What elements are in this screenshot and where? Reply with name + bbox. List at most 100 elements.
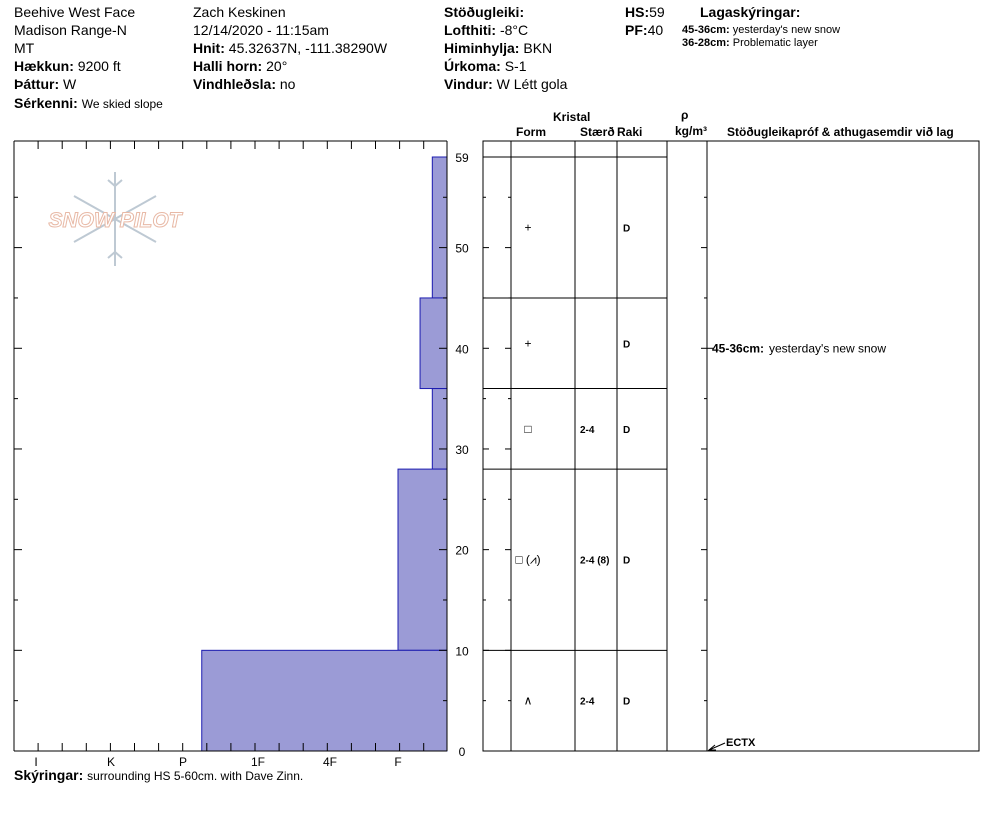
form-header: Form (516, 125, 546, 139)
slope-label: Halli horn: (193, 58, 263, 74)
layer-form: + (524, 336, 531, 350)
layer-form: □ (524, 422, 531, 436)
size-header: Stærð (580, 125, 615, 139)
elevation-row: Hækkun: 9200 ft (14, 57, 121, 75)
state-name: MT (14, 40, 35, 56)
x-tick-label: I (34, 755, 37, 769)
legend-entry: 36-28cm: Problematic layer (682, 36, 818, 50)
layer-form: + (524, 220, 531, 234)
stability-row: Stöðugleiki: (444, 3, 524, 21)
observer-name: Zach Keskinen (193, 4, 286, 20)
y-tick-label: 10 (455, 644, 469, 658)
legend-entry: 45-36cm: yesterday's new snow (682, 23, 840, 37)
layer-size: 2-4 (8) (580, 556, 609, 567)
moisture-header: Raki (617, 125, 643, 139)
layer-form: ∧ (524, 694, 533, 708)
layer-moisture: D (623, 425, 630, 436)
layer-moisture: D (623, 556, 630, 567)
precip-value: S-1 (504, 58, 527, 74)
test-arrow-head (707, 744, 716, 751)
comments-label: Skýringar: (14, 767, 84, 783)
wind-row: Vindur: W Létt gola (444, 75, 567, 93)
hs-row: HS:59 (625, 3, 665, 21)
aspect-value: W (63, 76, 77, 92)
logo-text: SNOW PILOT (49, 209, 184, 232)
layer-moisture: D (623, 223, 630, 234)
coords-row: Hnit: 45.32637N, -111.38290W (193, 39, 387, 57)
x-tick-label: 4F (323, 755, 337, 769)
comment-range: 45-36cm: (712, 341, 764, 355)
range-name: Madison Range-N (14, 22, 127, 38)
test-arrow (708, 742, 726, 751)
elevation-value: 9200 ft (77, 58, 121, 74)
layer-size: 2-4 (580, 697, 595, 708)
comments-value: surrounding HS 5-60cm. with Dave Zinn. (87, 769, 304, 783)
location-name: Beehive West Face (14, 4, 136, 20)
wind-loading-label: Vindhleðsla: (193, 76, 276, 92)
legend-text: Problematic layer (732, 37, 818, 49)
y-tick-label: 30 (455, 443, 469, 457)
elevation-label: Hækkun: (14, 58, 74, 74)
comments-row: Skýringar: surrounding HS 5-60cm. with D… (14, 766, 303, 785)
wind-loading-value: no (279, 76, 296, 92)
crystal-header: Kristal (553, 110, 591, 124)
layer-size: 2-4 (580, 425, 595, 436)
hs-label: HS: (625, 4, 650, 20)
features-label: Sérkenni: (14, 95, 78, 111)
features-value: We skied slope (81, 97, 163, 111)
hs-value: 59 (649, 4, 665, 20)
comment-text: yesterday's new snow (769, 341, 886, 355)
precip-label: Úrkoma: (444, 58, 501, 74)
hardness-bar (431, 156, 448, 299)
y-tick-label: 50 (455, 242, 469, 256)
hardness-bar (397, 468, 448, 651)
coords-label: Hnit: (193, 40, 225, 56)
wind-loading-row: Vindhleðsla: no (193, 75, 295, 93)
layer-moisture: D (623, 697, 630, 708)
features-row: Sérkenni: We skied slope (14, 94, 163, 113)
layer-form: □ (⩘) (515, 553, 540, 567)
air-temp-value: -8°C (499, 22, 529, 38)
test-marker-label: ECTX (726, 737, 756, 749)
x-tick-label: K (107, 755, 115, 769)
y-tick-label: 59 (455, 151, 469, 165)
aspect-row: Þáttur: W (14, 75, 76, 93)
legend-text: yesterday's new snow (732, 24, 841, 36)
layer-moisture: D (623, 339, 630, 350)
wind-value: W Létt gola (496, 76, 568, 92)
pf-row: PF:40 (625, 21, 663, 39)
layer-table-frame (482, 140, 980, 752)
precip-row: Úrkoma: S-1 (444, 57, 526, 75)
pf-label: PF: (625, 22, 648, 38)
x-tick-label: 1F (251, 755, 265, 769)
sky-value: BKN (523, 40, 553, 56)
hardness-bar (419, 297, 448, 390)
air-temp-row: Lofthiti: -8°C (444, 21, 528, 39)
tests-header: Stöðugleikapróf & athugasemdir við lag (727, 125, 954, 139)
wind-label: Vindur: (444, 76, 493, 92)
snowpilot-logo: SNOW PILOT (48, 172, 184, 266)
x-tick-label: P (179, 755, 187, 769)
air-temp-label: Lofthiti: (444, 22, 497, 38)
y-tick-label: 20 (455, 544, 469, 558)
sky-row: Himinhylja: BKN (444, 39, 552, 57)
legend-range: 45-36cm: (682, 24, 730, 36)
coords-value: 45.32637N, -111.38290W (228, 40, 388, 56)
hardness-bar (201, 649, 448, 752)
legend-title: Lagaskýringar: (700, 3, 800, 21)
density-unit-header: kg/m³ (675, 124, 708, 138)
slope-value: 20° (266, 58, 288, 74)
aspect-label: Þáttur: (14, 76, 60, 92)
slope-row: Halli horn: 20° (193, 57, 287, 75)
x-tick-label: F (394, 755, 401, 769)
y-tick-label: 0 (459, 745, 466, 759)
obs-datetime: 12/14/2020 - 11:15am (193, 22, 329, 38)
pf-value: 40 (647, 22, 664, 38)
legend-range: 36-28cm: (682, 37, 730, 49)
stability-label: Stöðugleiki: (444, 4, 525, 20)
y-tick-label: 40 (455, 342, 469, 356)
legend-title-text: Lagaskýringar: (700, 4, 801, 20)
hardness-bar (431, 388, 448, 470)
sky-label: Himinhylja: (444, 40, 520, 56)
